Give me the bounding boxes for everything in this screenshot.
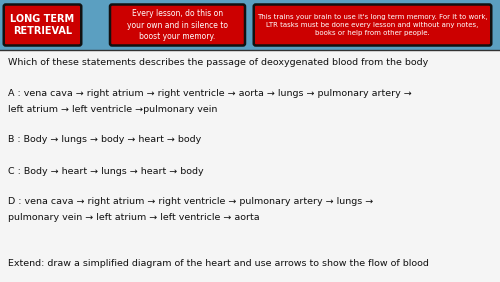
Text: D : vena cava → right atrium → right ventricle → pulmonary artery → lungs →: D : vena cava → right atrium → right ven…	[8, 197, 373, 206]
Text: LONG TERM
RETRIEVAL: LONG TERM RETRIEVAL	[10, 14, 74, 36]
FancyBboxPatch shape	[4, 5, 81, 45]
FancyBboxPatch shape	[254, 5, 491, 45]
Text: This trains your brain to use it's long term memory. For it to work,
LTR tasks m: This trains your brain to use it's long …	[257, 14, 488, 36]
Bar	[0, 50, 500, 282]
Text: B : Body → lungs → body → heart → body: B : Body → lungs → body → heart → body	[8, 135, 201, 144]
Text: pulmonary vein → left atrium → left ventricle → aorta: pulmonary vein → left atrium → left vent…	[8, 213, 260, 222]
Text: A : vena cava → right atrium → right ventricle → aorta → lungs → pulmonary arter: A : vena cava → right atrium → right ven…	[8, 89, 412, 98]
Text: left atrium → left ventricle →pulmonary vein: left atrium → left ventricle →pulmonary …	[8, 105, 218, 113]
Bar	[0, 0, 500, 50]
FancyBboxPatch shape	[110, 5, 245, 45]
Text: Which of these statements describes the passage of deoxygenated blood from the b: Which of these statements describes the …	[8, 58, 428, 67]
Text: C : Body → heart → lungs → heart → body: C : Body → heart → lungs → heart → body	[8, 166, 203, 175]
Text: Extend: draw a simplified diagram of the heart and use arrows to show the flow o: Extend: draw a simplified diagram of the…	[8, 259, 429, 268]
Text: Every lesson, do this on
your own and in silence to
boost your memory.: Every lesson, do this on your own and in…	[127, 9, 228, 41]
